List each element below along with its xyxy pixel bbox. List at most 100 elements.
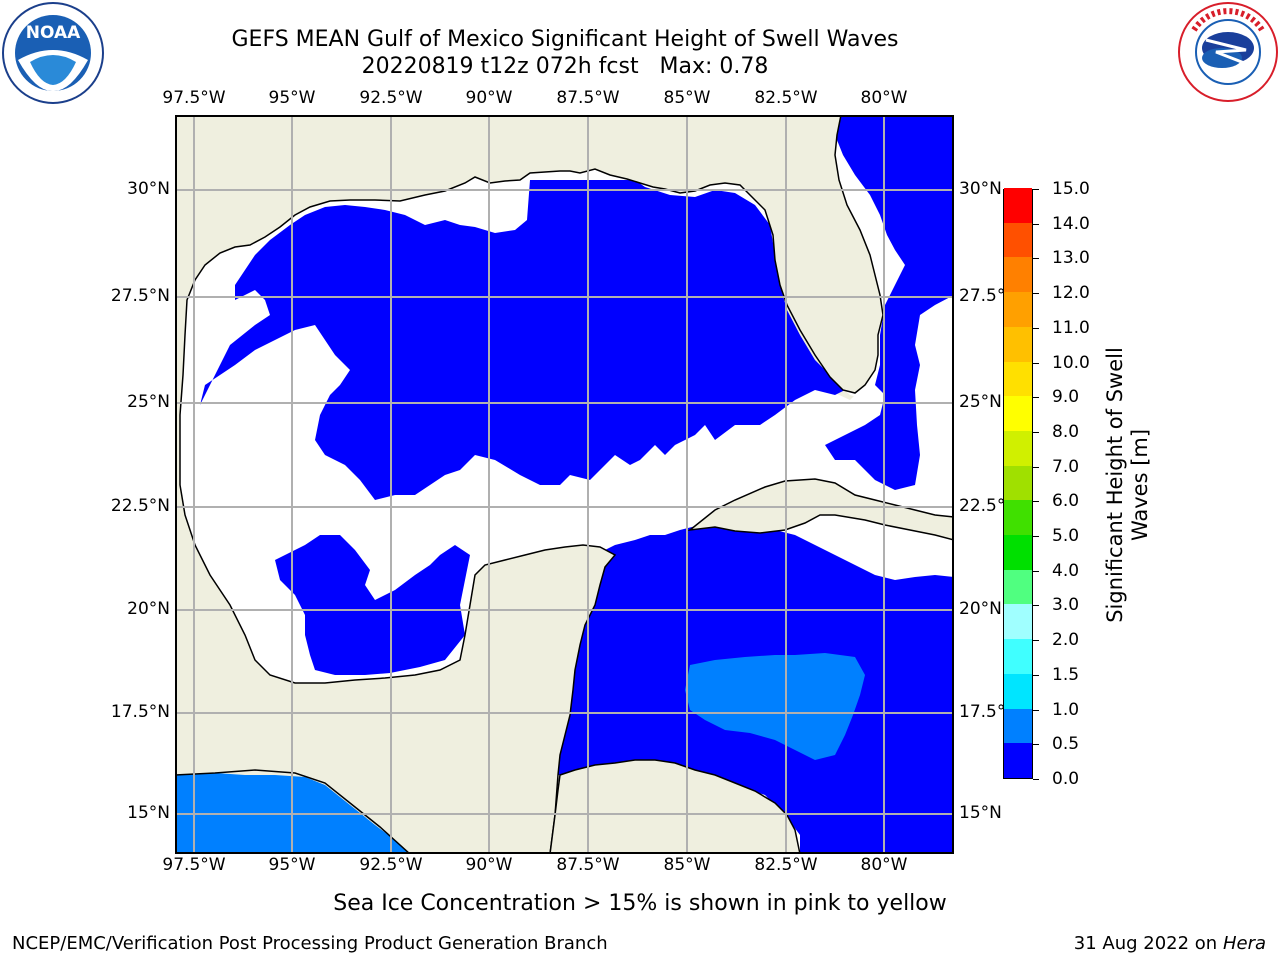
colorbar-tick bbox=[1033, 362, 1039, 364]
colorbar-title-line1: Significant Height of Swell bbox=[1103, 347, 1127, 623]
lon-label: 85°W bbox=[663, 855, 711, 875]
colorbar-segment bbox=[1004, 742, 1032, 778]
colorbar-tick-label: 7.0 bbox=[1052, 456, 1080, 477]
colorbar-tick-label: 11.0 bbox=[1052, 317, 1090, 338]
lat-label: 30°N bbox=[127, 179, 170, 199]
lon-label: 80°W bbox=[860, 855, 908, 875]
colorbar-segment bbox=[1004, 361, 1032, 397]
map-canvas bbox=[175, 115, 954, 854]
colorbar-tick bbox=[1033, 397, 1039, 399]
lat-label: 27.5°N bbox=[110, 286, 170, 306]
colorbar bbox=[1003, 187, 1033, 779]
lat-label: 30°N bbox=[959, 179, 1002, 199]
colorbar-tick bbox=[1033, 674, 1039, 676]
colorbar-segment bbox=[1004, 465, 1032, 501]
footer-date: 31 Aug 2022 on Hera bbox=[1074, 933, 1266, 954]
colorbar-tick-label: 15.0 bbox=[1052, 179, 1090, 199]
colorbar-tick-label: 9.0 bbox=[1052, 387, 1080, 408]
colorbar-tick-label: 8.0 bbox=[1052, 421, 1080, 442]
lon-label: 92.5°W bbox=[359, 88, 423, 108]
lon-label: 80°W bbox=[860, 88, 908, 108]
swell-region-0-0.5-gulf-north bbox=[195, 180, 845, 500]
colorbar-segment bbox=[1004, 708, 1032, 744]
colorbar-tick-label: 10.0 bbox=[1052, 352, 1090, 373]
map-panel bbox=[175, 115, 954, 854]
colorbar-segment bbox=[1004, 291, 1032, 327]
colorbar-segment bbox=[1004, 638, 1032, 674]
colorbar-tick bbox=[1033, 258, 1039, 260]
lat-label: 17.5°N bbox=[110, 702, 170, 722]
lat-label: 20°N bbox=[127, 599, 170, 619]
colorbar-tick-label: 0.0 bbox=[1052, 769, 1080, 789]
colorbar-tick bbox=[1033, 570, 1039, 572]
lon-label: 87.5°W bbox=[556, 88, 620, 108]
lat-label: 25°N bbox=[959, 392, 1002, 412]
colorbar-segment bbox=[1004, 395, 1032, 431]
lon-label: 95°W bbox=[268, 88, 316, 108]
colorbar-segment bbox=[1004, 187, 1032, 223]
swell-region-0-0.5-mexico-west bbox=[275, 535, 470, 675]
land-cuba bbox=[687, 478, 954, 541]
colorbar-tick-label: 13.0 bbox=[1052, 248, 1090, 269]
colorbar-tick bbox=[1033, 327, 1039, 329]
colorbar-segment bbox=[1004, 222, 1032, 258]
nws-logo bbox=[1178, 2, 1278, 102]
lon-label: 92.5°W bbox=[359, 855, 423, 875]
footer-credit: NCEP/EMC/Verification Post Processing Pr… bbox=[12, 933, 608, 954]
swell-region-0.5-1.0-caribbean bbox=[685, 653, 865, 760]
map-border bbox=[175, 115, 954, 854]
land-mexico-yucatan bbox=[175, 115, 884, 854]
lon-label: 85°W bbox=[663, 88, 711, 108]
colorbar-tick bbox=[1033, 189, 1039, 190]
colorbar-tick-label: 3.0 bbox=[1052, 595, 1080, 616]
lat-label: 15°N bbox=[127, 803, 170, 823]
colorbar-tick-label: 1.5 bbox=[1052, 664, 1080, 685]
colorbar-tick bbox=[1033, 293, 1039, 295]
noaa-logo: NOAA bbox=[2, 2, 104, 104]
lat-label: 15°N bbox=[959, 803, 1002, 823]
colorbar-segment bbox=[1004, 569, 1032, 605]
colorbar-tick bbox=[1033, 431, 1039, 433]
colorbar-segment bbox=[1004, 534, 1032, 570]
colorbar-tick bbox=[1033, 779, 1039, 780]
colorbar-tick-label: 6.0 bbox=[1052, 491, 1080, 512]
colorbar-tick-label: 12.0 bbox=[1052, 283, 1090, 304]
colorbar-segment bbox=[1004, 603, 1032, 640]
colorbar-tick-label: 5.0 bbox=[1052, 526, 1080, 547]
map-title: GEFS MEAN Gulf of Mexico Significant Hei… bbox=[231, 27, 899, 52]
swell-region-0-0.5-atlantic bbox=[825, 115, 954, 490]
colorbar-segment bbox=[1004, 326, 1032, 362]
colorbar-tick bbox=[1033, 709, 1039, 711]
colorbar-segment bbox=[1004, 256, 1032, 293]
colorbar-tick bbox=[1033, 501, 1039, 503]
noaa-logo-text: NOAA bbox=[26, 23, 81, 43]
colorbar-tick-label: 2.0 bbox=[1052, 630, 1080, 651]
colorbar-tick bbox=[1033, 605, 1039, 607]
colorbar-tick bbox=[1033, 466, 1039, 468]
footer-date-text: 31 Aug 2022 on bbox=[1073, 933, 1218, 954]
colorbar-tick-label: 14.0 bbox=[1052, 213, 1090, 234]
lon-label: 90°W bbox=[465, 88, 513, 108]
lon-label: 82.5°W bbox=[754, 855, 818, 875]
colorbar-tick bbox=[1033, 640, 1039, 642]
lat-label: 22.5°N bbox=[110, 496, 170, 516]
colorbar-segment bbox=[1004, 499, 1032, 536]
colorbar-tick-label: 1.0 bbox=[1052, 699, 1080, 720]
colorbar-title-line2: Waves [m] bbox=[1128, 428, 1152, 542]
lat-label: 25°N bbox=[127, 392, 170, 412]
sea-ice-note: Sea Ice Concentration > 15% is shown in … bbox=[333, 891, 947, 916]
lon-label: 90°W bbox=[465, 855, 513, 875]
colorbar-tick-label: 0.5 bbox=[1052, 734, 1080, 755]
map-subtitle: 20220819 t12z 072h fcst Max: 0.78 bbox=[361, 54, 769, 79]
lon-label: 97.5°W bbox=[162, 855, 226, 875]
colorbar-tick-label: 4.0 bbox=[1052, 560, 1080, 581]
colorbar-tick bbox=[1033, 536, 1039, 538]
colorbar-tick bbox=[1033, 223, 1039, 225]
lon-label: 82.5°W bbox=[754, 88, 818, 108]
lon-label: 87.5°W bbox=[556, 855, 620, 875]
colorbar-tick bbox=[1033, 744, 1039, 746]
gridlines bbox=[175, 115, 954, 854]
lon-label: 97.5°W bbox=[162, 88, 226, 108]
colorbar-segment bbox=[1004, 673, 1032, 709]
colorbar-title: Significant Height of Swell Waves [m] bbox=[1103, 347, 1153, 623]
